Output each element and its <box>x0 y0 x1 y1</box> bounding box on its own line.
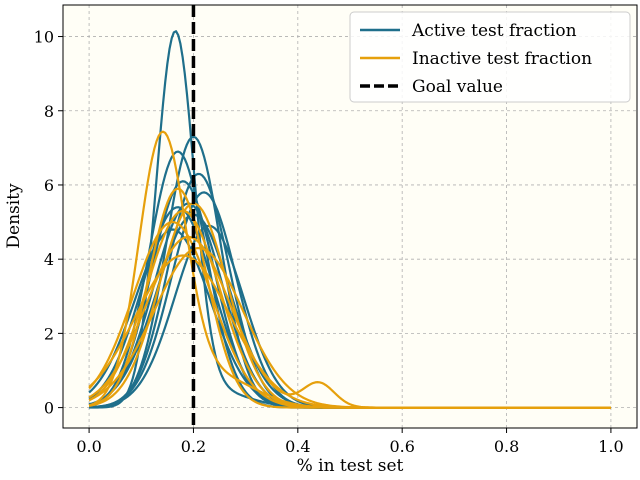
y-tick-label: 2 <box>44 324 54 343</box>
x-tick-label: 1.0 <box>598 437 623 456</box>
density-curves <box>88 30 611 409</box>
x-axis-ticks: 0.0 0.2 0.4 0.6 0.8 1.0 <box>76 428 624 456</box>
x-tick-label: 0.2 <box>181 437 206 456</box>
x-axis-label: % in test set <box>297 456 404 476</box>
y-tick-label: 10 <box>34 28 54 47</box>
plot-frame <box>62 4 638 429</box>
y-tick-label: 0 <box>44 399 54 418</box>
legend-label: Goal value <box>412 77 503 97</box>
legend-label: Inactive test fraction <box>412 49 592 69</box>
x-tick-label: 0.4 <box>285 437 310 456</box>
y-axis-label: Density <box>4 183 24 249</box>
x-tick-label: 0.0 <box>76 437 101 456</box>
y-tick-label: 8 <box>44 102 54 121</box>
y-tick-label: 6 <box>44 176 54 195</box>
legend-label: Active test fraction <box>411 21 577 41</box>
legend-box <box>349 11 631 103</box>
x-tick-label: 0.6 <box>389 437 414 456</box>
y-tick-label: 4 <box>44 250 54 269</box>
y-axis-ticks: 0 2 4 6 8 10 <box>34 28 63 418</box>
legend: Active test fraction Inactive test fracti… <box>349 11 631 103</box>
x-tick-label: 0.8 <box>494 437 519 456</box>
inactive-density-curve <box>88 254 611 409</box>
